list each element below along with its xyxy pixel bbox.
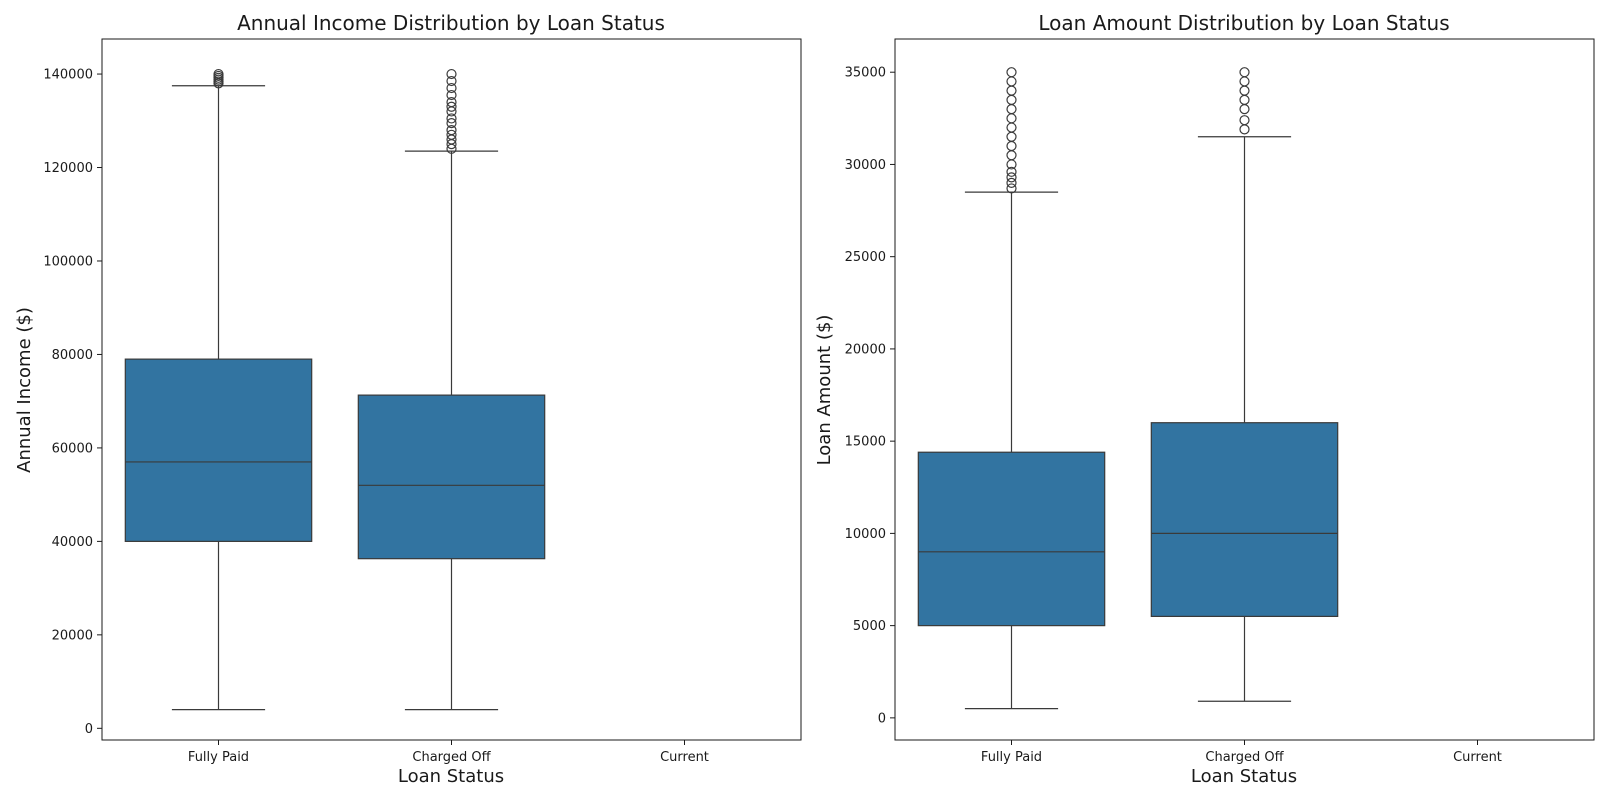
- y-tick-label: 60000: [52, 441, 93, 456]
- x-axis-label: Loan Status: [1191, 766, 1297, 787]
- y-axis-label: Annual Income ($): [14, 307, 35, 473]
- y-tick-label: 15000: [845, 435, 886, 450]
- plot-frame: [101, 38, 802, 741]
- y-tick-label: 0: [878, 711, 886, 726]
- iqr-box: [357, 394, 546, 560]
- outlier-point: [446, 113, 457, 124]
- outlier-point: [446, 82, 457, 94]
- outlier-point: [1006, 177, 1017, 188]
- loan-amount-boxplot-panel: Loan Amount Distribution by Loan Status …: [814, 11, 1595, 787]
- outlier-point: [1006, 172, 1017, 183]
- outlier-point: [1006, 113, 1017, 124]
- outlier-point: [446, 118, 457, 129]
- plot-area: 0 20000 40000 60000 80000 100000 120000 140000 F…: [43, 68, 709, 765]
- y-tick-label: 30000: [845, 158, 886, 173]
- x-tick-label: Charged Off: [412, 750, 491, 765]
- outlier-point: [1239, 103, 1250, 115]
- outlier-point: [1239, 124, 1250, 135]
- iqr-box: [917, 451, 1106, 627]
- y-tick-label: 20000: [52, 628, 93, 643]
- chart-title: Annual Income Distribution by Loan Statu…: [237, 11, 665, 35]
- outlier-point: [213, 68, 224, 80]
- y-tick-label: 40000: [52, 535, 93, 550]
- outlier-point: [1006, 76, 1017, 87]
- y-tick-label: 35000: [845, 66, 886, 81]
- x-tick-label: Current: [1453, 750, 1502, 765]
- outlier-point: [446, 89, 457, 101]
- outlier-point: [1006, 183, 1017, 194]
- x-tick-label: Fully Paid: [981, 750, 1042, 765]
- outlier-point: [446, 75, 457, 87]
- outlier-point: [1006, 85, 1017, 96]
- outlier-point: [1239, 67, 1250, 78]
- iqr-box: [124, 358, 313, 542]
- chart-title: Loan Amount Distribution by Loan Status: [1038, 11, 1449, 35]
- outlier-point: [1006, 67, 1017, 78]
- income-boxplot-panel: Annual Income Distribution by Loan Statu…: [14, 11, 802, 787]
- outlier-point: [1006, 103, 1017, 115]
- x-tick-label: Current: [660, 750, 709, 765]
- outlier-point: [1006, 94, 1017, 105]
- outlier-point: [1239, 94, 1250, 105]
- outlier-point: [446, 125, 457, 136]
- y-tick-label: 120000: [43, 161, 93, 176]
- plot-frame: [894, 38, 1595, 741]
- x-axis-label: Loan Status: [398, 766, 504, 787]
- y-tick-label: 140000: [43, 68, 93, 83]
- y-tick-label: 80000: [52, 348, 93, 363]
- outlier-point: [1006, 150, 1017, 161]
- y-tick-label: 10000: [845, 527, 886, 542]
- outlier-point: [446, 96, 457, 108]
- outlier-point: [1006, 122, 1017, 133]
- plot-area: 0 5000 10000 15000 20000 25000 30000 35000 Fully…: [845, 66, 1502, 765]
- y-tick-label: 100000: [43, 254, 93, 269]
- outlier-point: [446, 68, 457, 80]
- outlier-point: [446, 101, 457, 112]
- outlier-point: [1239, 76, 1250, 87]
- y-tick-label: 0: [85, 722, 93, 737]
- y-axis-label: Loan Amount ($): [814, 315, 835, 466]
- outlier-point: [446, 129, 457, 140]
- x-tick-label: Charged Off: [1205, 750, 1284, 765]
- y-tick-label: 20000: [845, 342, 886, 357]
- outlier-point: [1006, 166, 1017, 177]
- x-tick-label: Fully Paid: [188, 750, 249, 765]
- y-tick-label: 5000: [853, 619, 886, 634]
- y-tick-label: 25000: [845, 250, 886, 265]
- iqr-box: [1150, 422, 1339, 618]
- outlier-point: [1239, 115, 1250, 126]
- outlier-point: [1006, 131, 1017, 142]
- outlier-point: [1006, 140, 1017, 152]
- outlier-point: [1239, 85, 1250, 96]
